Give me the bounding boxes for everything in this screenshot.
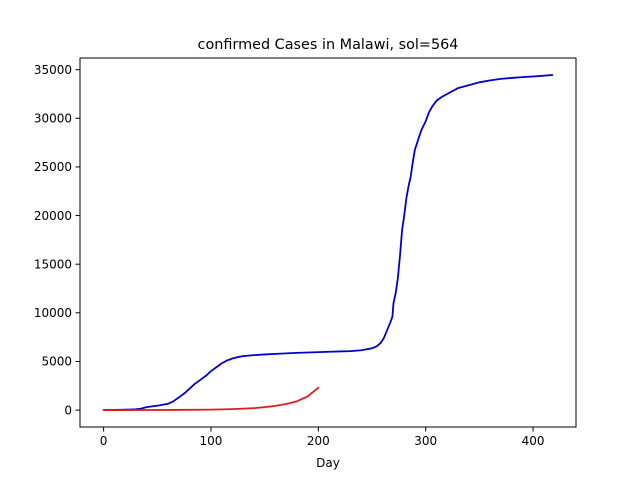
y-tick-label: 35000 bbox=[34, 63, 72, 77]
x-tick-label: 0 bbox=[100, 434, 108, 448]
y-tick-label: 20000 bbox=[34, 209, 72, 223]
x-tick-label: 300 bbox=[414, 434, 437, 448]
axes-layer: 0 100 200 300 400 0 5000 10000 15000 20000 25000 30… bbox=[34, 57, 577, 448]
y-tick-label: 5000 bbox=[41, 355, 72, 369]
x-tick-label: 100 bbox=[200, 434, 223, 448]
x-tick-label: 200 bbox=[307, 434, 330, 448]
y-tick-label: 0 bbox=[64, 403, 72, 417]
y-tick-label: 10000 bbox=[34, 306, 72, 320]
series-line-2 bbox=[102, 386, 320, 411]
x-axis-label: Day bbox=[316, 456, 340, 470]
x-tick-label: 400 bbox=[522, 434, 545, 448]
series-line-1 bbox=[102, 74, 554, 411]
y-tick-label: 15000 bbox=[34, 257, 72, 271]
series-layer bbox=[102, 74, 554, 411]
plot-frame bbox=[79, 57, 577, 428]
chart-title: confirmed Cases in Malawi, sol=564 bbox=[198, 37, 459, 53]
y-tick-label: 25000 bbox=[34, 160, 72, 174]
y-tick-label: 30000 bbox=[34, 112, 72, 126]
